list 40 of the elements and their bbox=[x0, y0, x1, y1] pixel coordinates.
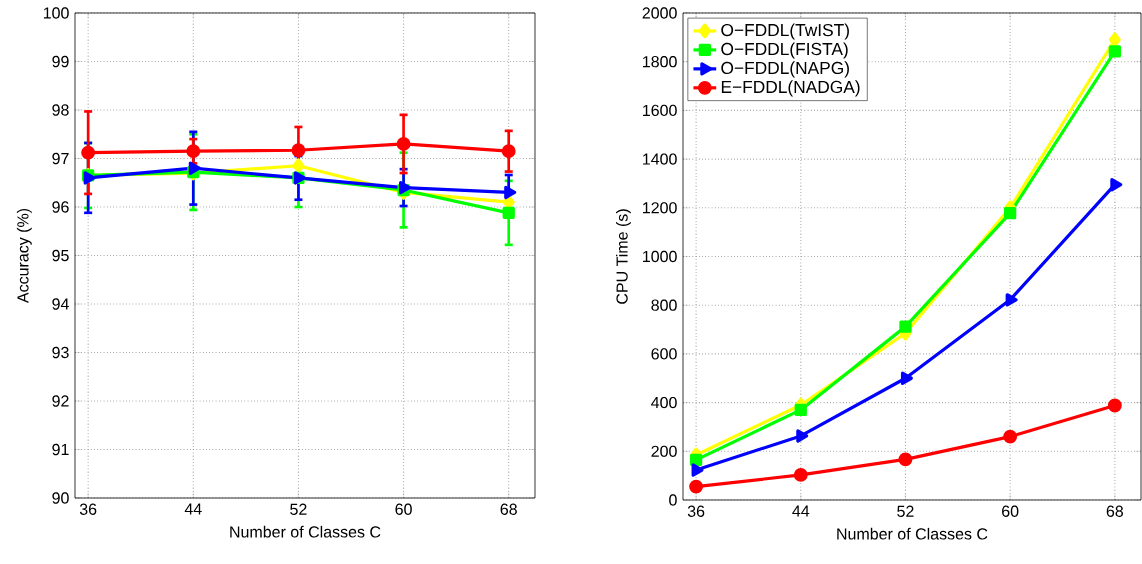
x-axis-title: Number of Classes C bbox=[230, 525, 381, 538]
y-axis-title: CPU Time (s) bbox=[615, 209, 631, 304]
x-tick-label: 60 bbox=[395, 503, 412, 515]
y-tick-label: 1400 bbox=[643, 153, 677, 165]
y-tick-label: 91 bbox=[52, 443, 69, 456]
legend-label: O−FDDL(NAPG) bbox=[721, 61, 849, 78]
y-tick-label: 97 bbox=[52, 152, 69, 165]
y-tick-label: 400 bbox=[651, 396, 677, 409]
y-tick-label: 1200 bbox=[643, 202, 677, 214]
y-tick-label: 95 bbox=[52, 249, 69, 262]
y-axis-title: Accuracy (%) bbox=[16, 208, 32, 304]
y-tick-label: 98 bbox=[52, 104, 69, 116]
x-tick-label: 52 bbox=[290, 503, 307, 515]
y-tick-label: 200 bbox=[651, 445, 677, 457]
y-tick-label: 99 bbox=[52, 55, 69, 68]
y-tick-label: 1000 bbox=[643, 250, 677, 263]
x-tick-label: 44 bbox=[792, 505, 810, 517]
x-tick-label: 36 bbox=[687, 505, 705, 517]
y-tick-label: 93 bbox=[52, 346, 69, 359]
y-tick-label: 600 bbox=[651, 348, 677, 360]
x-tick-label: 44 bbox=[184, 503, 202, 515]
x-tick-label: 60 bbox=[1002, 505, 1019, 517]
y-tick-label: 0 bbox=[669, 494, 677, 506]
y-tick-label: 1600 bbox=[643, 104, 677, 117]
x-axis-title: Number of Classes C bbox=[837, 527, 988, 540]
legend-label: O−FDDL(TwIST) bbox=[721, 23, 849, 40]
y-tick-label: 2000 bbox=[642, 7, 677, 19]
y-tick-label: 94 bbox=[52, 298, 69, 310]
x-tick-label: 68 bbox=[500, 503, 517, 515]
y-tick-label: 1800 bbox=[643, 56, 677, 68]
legend-label: O−FDDL(FISTA) bbox=[721, 42, 848, 59]
y-tick-label: 100 bbox=[43, 7, 69, 19]
y-tick-label: 90 bbox=[52, 492, 69, 504]
x-tick-label: 36 bbox=[79, 503, 97, 515]
x-tick-label: 68 bbox=[1106, 505, 1124, 517]
x-tick-label: 52 bbox=[897, 505, 914, 517]
y-tick-label: 92 bbox=[52, 395, 69, 407]
legend-label: E−FDDL(NADGA) bbox=[721, 80, 860, 97]
y-tick-label: 800 bbox=[651, 299, 677, 311]
y-tick-label: 96 bbox=[52, 201, 69, 213]
